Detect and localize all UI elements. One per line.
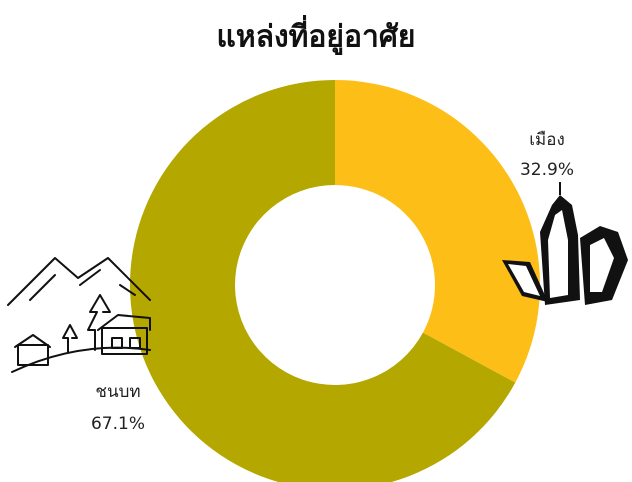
slice-label: ชนบท bbox=[95, 382, 140, 402]
chart-title: แหล่งที่อยู่อาศัย bbox=[217, 15, 416, 56]
slice-label: เมือง bbox=[529, 130, 565, 150]
slices bbox=[130, 80, 540, 482]
value-label: 32.9% bbox=[520, 160, 574, 180]
city-icon bbox=[502, 182, 628, 305]
slice bbox=[335, 80, 540, 383]
labels: เมือง 32.9% ชนบท 67.1% bbox=[91, 130, 574, 434]
slice bbox=[130, 80, 516, 482]
rural-icon bbox=[7, 257, 151, 373]
value-label: 67.1% bbox=[91, 414, 145, 434]
